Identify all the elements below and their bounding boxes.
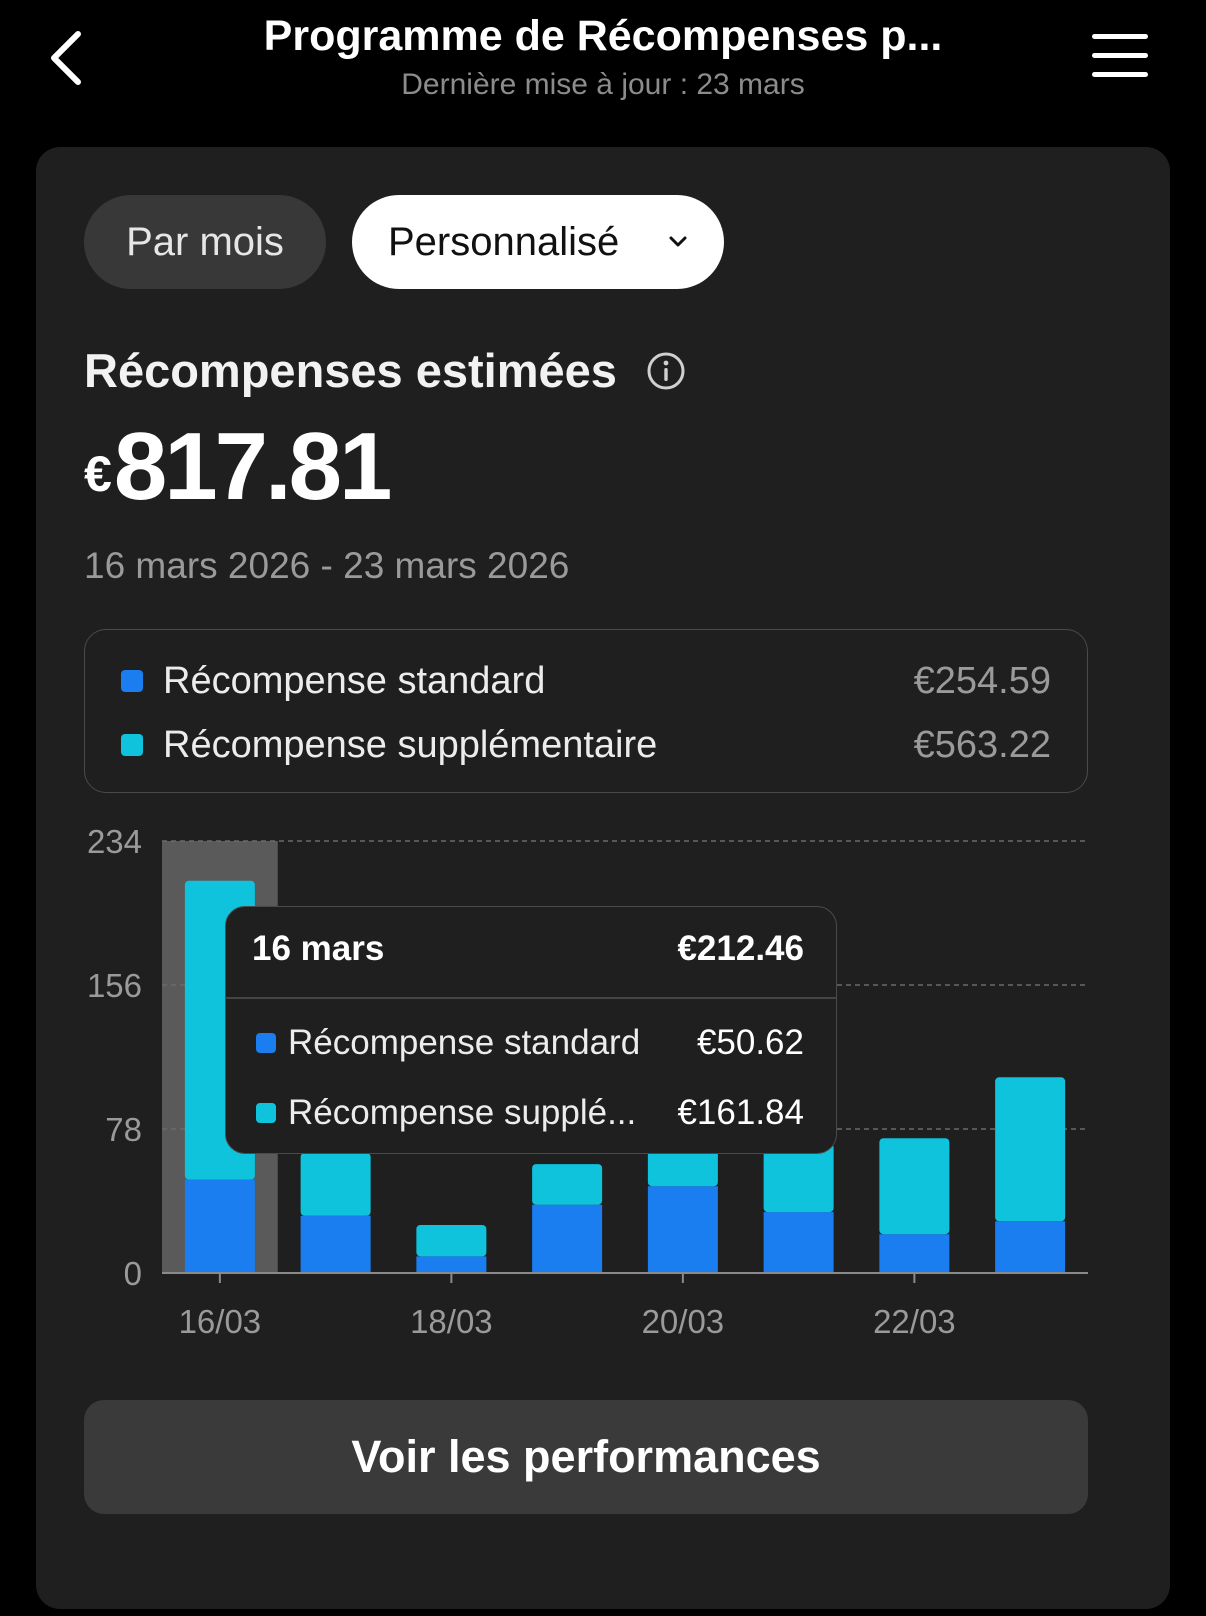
x-tick-label: 18/03 bbox=[410, 1303, 493, 1340]
total-amount-value: 817.81 bbox=[113, 413, 393, 520]
page-title: Programme de Récompenses p... bbox=[263, 12, 943, 60]
legend-value: €563.22 bbox=[913, 723, 1051, 766]
bar-segment-standard[interactable] bbox=[647, 1186, 718, 1273]
bar-segment-standard[interactable] bbox=[532, 1204, 603, 1273]
bar-segment-standard[interactable] bbox=[763, 1212, 834, 1273]
legend-row-extra: Récompense supplémentaire €563.22 bbox=[121, 720, 1051, 770]
legend-row-standard: Récompense standard €254.59 bbox=[121, 656, 1051, 706]
bar-segment-extra[interactable] bbox=[416, 1225, 487, 1257]
chart-tooltip: 16 mars €212.46 Récompense standard €50.… bbox=[225, 906, 837, 1154]
rewards-breakdown: Récompense standard €254.59 Récompense s… bbox=[84, 629, 1088, 793]
y-tick-label: 0 bbox=[124, 1255, 142, 1292]
standard-color-swatch bbox=[121, 670, 143, 692]
date-range-text: 16 mars 2026 - 23 mars 2026 bbox=[84, 545, 570, 586]
tooltip-value: €50.62 bbox=[696, 1023, 804, 1062]
x-tick-label: 16/03 bbox=[179, 1303, 262, 1340]
total-rewards-amount: € 817.81 bbox=[84, 405, 393, 520]
y-tick-label: 78 bbox=[105, 1111, 142, 1148]
legend-value: €254.59 bbox=[913, 659, 1051, 702]
y-tick-label: 156 bbox=[87, 967, 142, 1004]
info-icon[interactable] bbox=[646, 351, 686, 391]
tooltip-value: €161.84 bbox=[677, 1093, 804, 1132]
estimated-rewards-title: Récompenses estimées bbox=[84, 344, 617, 397]
bar-segment-extra[interactable] bbox=[995, 1077, 1066, 1222]
tooltip-date: 16 mars bbox=[252, 929, 385, 968]
custom-period-label: Personnalisé bbox=[388, 219, 620, 264]
bar-segment-extra[interactable] bbox=[532, 1164, 603, 1205]
app-header: Programme de Récompenses p... Dernière m… bbox=[0, 0, 1206, 130]
chevron-down-icon bbox=[669, 236, 687, 247]
legend-label: Récompense standard bbox=[163, 659, 546, 702]
legend-label: Récompense supplémentaire bbox=[163, 723, 658, 766]
standard-color-swatch bbox=[256, 1033, 276, 1053]
extra-color-swatch bbox=[121, 734, 143, 756]
view-performance-label: Voir les performances bbox=[351, 1431, 821, 1482]
last-updated-text: Dernière mise à jour : 23 mars bbox=[401, 68, 805, 101]
bar-segment-extra[interactable] bbox=[300, 1153, 371, 1216]
tooltip-label: Récompense supplé... bbox=[288, 1093, 637, 1132]
tooltip-header: 16 mars €212.46 bbox=[252, 929, 804, 969]
back-arrow-icon[interactable] bbox=[40, 26, 100, 86]
bar-segment-extra[interactable] bbox=[763, 1143, 834, 1213]
custom-period-dropdown[interactable]: Personnalisé bbox=[352, 195, 724, 289]
view-performance-button[interactable]: Voir les performances bbox=[84, 1400, 1088, 1514]
bar-segment-standard[interactable] bbox=[416, 1256, 487, 1273]
hamburger-menu-icon[interactable] bbox=[1086, 30, 1150, 82]
bar-segment-standard[interactable] bbox=[184, 1179, 255, 1273]
tooltip-label: Récompense standard bbox=[288, 1023, 641, 1062]
bar-segment-extra[interactable] bbox=[879, 1138, 950, 1235]
extra-color-swatch bbox=[256, 1103, 276, 1123]
rewards-card: Par mois Personnalisé Récompenses estimé… bbox=[36, 147, 1170, 1609]
tooltip-row-extra: Récompense supplé... €161.84 bbox=[256, 1091, 804, 1135]
currency-symbol: € bbox=[84, 446, 112, 502]
bar-segment-standard[interactable] bbox=[879, 1234, 950, 1273]
tooltip-divider bbox=[226, 997, 836, 999]
x-tick-label: 20/03 bbox=[642, 1303, 725, 1340]
tooltip-row-standard: Récompense standard €50.62 bbox=[256, 1021, 804, 1065]
x-tick-label: 22/03 bbox=[873, 1303, 956, 1340]
monthly-filter-label: Par mois bbox=[126, 219, 284, 264]
tooltip-total: €212.46 bbox=[677, 929, 804, 968]
bar-segment-standard[interactable] bbox=[300, 1215, 371, 1273]
rewards-bar-chart[interactable]: 0 78 156 234 16/03 18/03 20/03 22/03 bbox=[36, 147, 1170, 1387]
bar-segment-standard[interactable] bbox=[995, 1221, 1066, 1273]
y-tick-label: 234 bbox=[87, 823, 142, 860]
monthly-filter-button[interactable]: Par mois bbox=[84, 195, 326, 289]
